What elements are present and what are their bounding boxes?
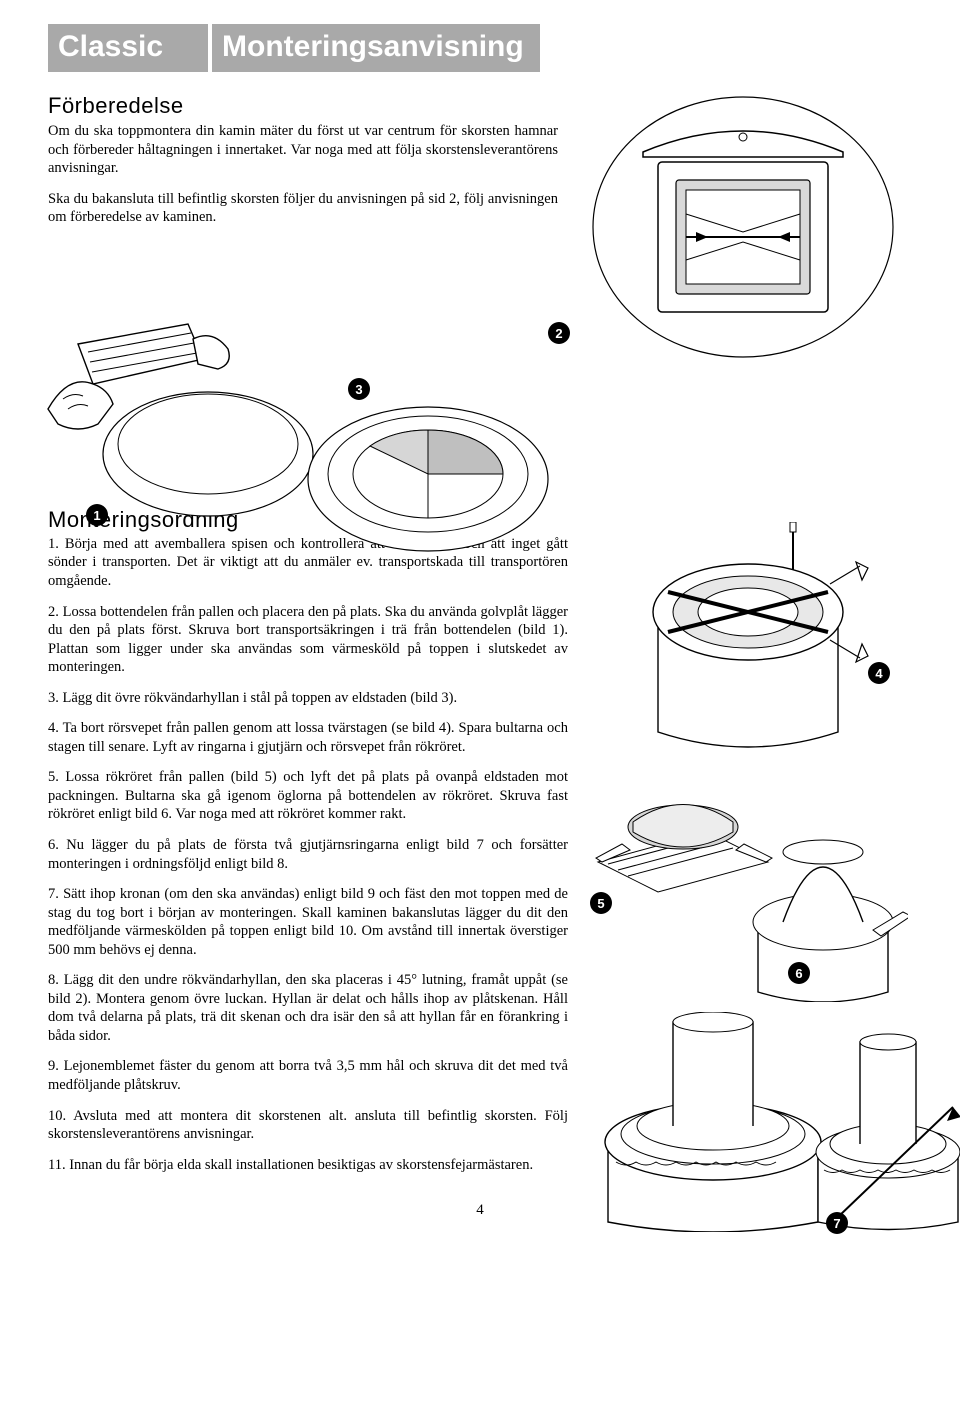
badge-6: 6 <box>788 962 810 984</box>
intro-block: Förberedelse Om du ska toppmontera din k… <box>48 92 558 227</box>
section2-p3: 3. Lägg dit övre rökvändarhyllan i stål … <box>48 689 568 708</box>
badge-7: 7 <box>826 1212 848 1234</box>
content: Förberedelse Om du ska toppmontera din k… <box>48 92 912 1192</box>
section2-p9: 9. Lejonemblemet fäster du genom att bor… <box>48 1057 568 1094</box>
header-right: Monteringsanvisning <box>212 24 540 72</box>
illustration-ring: 3 <box>298 384 558 564</box>
illustration-rings <box>588 1012 838 1232</box>
section2-block: Monteringsordning 1. Börja med att avemb… <box>48 507 568 1174</box>
section2-p2: 2. Lossa bottendelen från pallen och pla… <box>48 603 568 677</box>
badge-2: 2 <box>548 322 570 344</box>
section1-title: Förberedelse <box>48 92 558 120</box>
section2-p4: 4. Ta bort rörsvepet från pallen genom a… <box>48 719 568 756</box>
section2-p7: 7. Sätt ihop kronan (om den ska användas… <box>48 885 568 959</box>
section1-p1: Om du ska toppmontera din kamin mäter du… <box>48 122 558 178</box>
header-bar: Classic Monteringsanvisning <box>48 24 912 72</box>
header-left: Classic <box>48 24 208 72</box>
illustration-rings-arrow: 7 <box>808 1032 960 1232</box>
illustration-topview: 4 <box>598 522 898 762</box>
section2-p5: 5. Lossa rökröret från pallen (bild 5) o… <box>48 768 568 824</box>
section1-p2: Ska du bakansluta till befintlig skorste… <box>48 190 558 227</box>
badge-1: 1 <box>86 504 108 526</box>
section2-p8: 8. Lägg dit den undre rökvändarhyllan, d… <box>48 971 568 1045</box>
left-column: Förberedelse Om du ska toppmontera din k… <box>48 92 568 1174</box>
illustration-hands: 1 <box>38 314 318 524</box>
section2-p10: 10. Avsluta med att montera dit skorsten… <box>48 1107 568 1144</box>
badge-5: 5 <box>590 892 612 914</box>
badge-3: 3 <box>348 378 370 400</box>
section2-p6: 6. Nu lägger du på plats de första två g… <box>48 836 568 873</box>
badge-4: 4 <box>868 662 890 684</box>
illustration-pipe-pallet: 5 6 <box>588 772 908 1002</box>
section2-p11: 11. Innan du får börja elda skall instal… <box>48 1156 568 1175</box>
illustration-stove-front: 2 <box>588 92 898 362</box>
page: Classic Monteringsanvisning Förberedelse… <box>0 0 960 1259</box>
